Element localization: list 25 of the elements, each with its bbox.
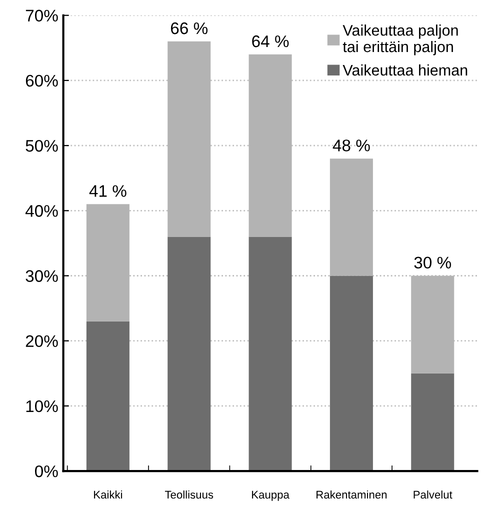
x-tick-label: Rakentaminen bbox=[316, 490, 387, 499]
y-tick-label: 60% bbox=[26, 74, 58, 87]
y-tick-label: 10% bbox=[26, 400, 58, 412]
bar bbox=[248, 236, 292, 472]
y-tick-label: 40% bbox=[25, 205, 58, 217]
y-tick-label: 0% bbox=[35, 465, 58, 478]
bar bbox=[411, 373, 454, 472]
y-tick-label: 20% bbox=[26, 335, 58, 348]
x-tick-label: Teollisuus bbox=[164, 490, 214, 499]
legend-label: Vaikeuttaa paljon tai erittäin paljon bbox=[342, 24, 458, 56]
x-tick-label: Kaikki bbox=[94, 490, 122, 499]
bar bbox=[86, 321, 130, 472]
total-label: 30 % bbox=[414, 256, 452, 269]
y-tick-label: 30% bbox=[26, 270, 58, 282]
total-label: 64 % bbox=[252, 35, 289, 48]
y-tick-label: 70% bbox=[26, 10, 58, 22]
x-tick-label: Kauppa bbox=[252, 490, 290, 501]
bar bbox=[330, 276, 373, 472]
total-label: 66 % bbox=[170, 22, 208, 34]
bar bbox=[168, 236, 211, 472]
total-label: 41 % bbox=[89, 185, 126, 197]
legend-label: Vaikeuttaa hieman bbox=[342, 64, 468, 76]
x-tick-label: Palvelut bbox=[414, 490, 452, 499]
total-label: 48 % bbox=[332, 140, 370, 152]
y-tick-label: 50% bbox=[26, 140, 58, 152]
